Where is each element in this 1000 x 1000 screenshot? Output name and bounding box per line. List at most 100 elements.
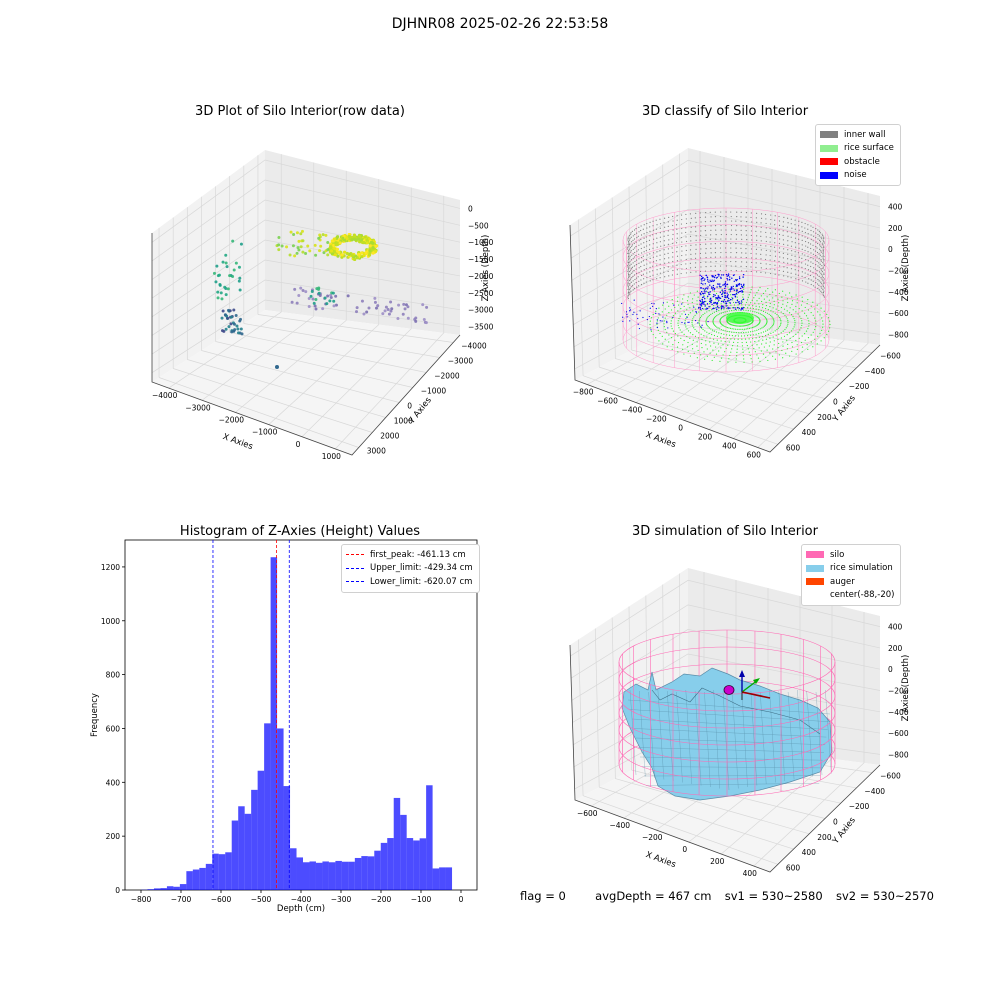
raw-point bbox=[368, 249, 372, 253]
classify-wall-point bbox=[730, 238, 732, 240]
classify-noise-point bbox=[738, 290, 741, 293]
classify-noise-point bbox=[708, 293, 710, 295]
classify-wall-point bbox=[782, 221, 785, 223]
legend-item-noise: noise bbox=[820, 169, 894, 183]
classify-rice-point bbox=[794, 320, 796, 322]
classify-rice-point bbox=[732, 301, 735, 304]
classify-wall-point bbox=[821, 274, 823, 276]
classify-wall-point bbox=[810, 256, 812, 259]
classify-wall-point bbox=[690, 217, 692, 219]
classify-wall-point bbox=[735, 243, 737, 245]
raw-point bbox=[352, 233, 356, 237]
classify-wall-point bbox=[640, 234, 643, 236]
classify-wall-point bbox=[632, 280, 634, 282]
classify-wall-point bbox=[819, 232, 821, 234]
classify-rice-point bbox=[712, 319, 714, 321]
raw-point bbox=[309, 294, 313, 298]
classify-rice-point bbox=[748, 351, 750, 353]
classify-noise-point bbox=[718, 283, 720, 285]
classify-wall-point bbox=[725, 229, 727, 231]
histogram-bar bbox=[426, 785, 433, 890]
classify-wall-point bbox=[823, 272, 825, 274]
classify-wall-point bbox=[823, 282, 825, 285]
legend-swatch bbox=[806, 551, 824, 559]
classify-noise-point bbox=[740, 300, 743, 302]
classify-rice-point bbox=[666, 314, 668, 316]
histogram-bar bbox=[192, 869, 200, 890]
histogram-bar bbox=[354, 857, 362, 890]
classify-rice-point bbox=[792, 328, 794, 330]
classify-rice-point bbox=[788, 355, 791, 357]
classify-noise-point bbox=[701, 277, 704, 280]
classify-rice-point bbox=[677, 351, 679, 353]
histogram-bar bbox=[251, 789, 258, 890]
classify-wall-point bbox=[629, 256, 631, 258]
raw-point bbox=[424, 321, 428, 325]
classify-rice-point bbox=[723, 333, 725, 335]
classify-rice-point bbox=[687, 350, 689, 353]
classify-noise-point bbox=[724, 281, 727, 283]
classify-rice-point bbox=[694, 314, 696, 316]
simulation-mesh-line bbox=[639, 690, 646, 777]
raw-ztick: −2000 bbox=[468, 272, 494, 281]
status-flag: flag = 0 bbox=[520, 889, 566, 903]
classify-wall-point bbox=[820, 286, 822, 288]
classify-rice-point bbox=[766, 296, 768, 298]
raw-grid-z bbox=[151, 299, 461, 373]
classify-wall-point bbox=[656, 269, 658, 271]
classify-rice-point bbox=[711, 312, 714, 314]
classify-wall-point bbox=[714, 243, 716, 245]
classify-noise-point bbox=[718, 296, 720, 298]
simulation-grid-y bbox=[599, 786, 794, 850]
classify-rice-point bbox=[773, 321, 775, 323]
raw-xtick: 0 bbox=[296, 440, 301, 449]
classify-rice-point bbox=[772, 323, 775, 325]
raw-point bbox=[216, 296, 220, 300]
classify-rice-point bbox=[725, 347, 727, 350]
classify-wall-point bbox=[705, 234, 707, 236]
classify-rice-point bbox=[737, 325, 739, 327]
classify-rice-point bbox=[743, 309, 745, 311]
classify-noise-point bbox=[724, 296, 726, 298]
classify-wall-point bbox=[715, 261, 717, 263]
raw-point bbox=[220, 329, 224, 333]
raw-point bbox=[295, 231, 299, 235]
classify-wall-point bbox=[629, 287, 631, 289]
raw-grid-y bbox=[201, 350, 400, 403]
classify-wall-point bbox=[816, 269, 818, 272]
raw-point bbox=[237, 265, 241, 269]
classify-rice-point bbox=[738, 325, 741, 327]
classify-wall-point bbox=[817, 283, 819, 285]
classify-wall-point bbox=[668, 239, 670, 241]
classify-wall-point bbox=[745, 216, 747, 218]
raw-xtick: −4000 bbox=[152, 391, 178, 400]
classify-wall-point bbox=[633, 256, 636, 258]
classify-rice-point bbox=[686, 309, 688, 311]
classify-rice-point bbox=[727, 286, 729, 288]
classify-rice-point bbox=[683, 339, 685, 342]
classify-rice-point bbox=[681, 313, 683, 315]
classify-noise-point bbox=[703, 279, 705, 282]
classify-wall-point bbox=[822, 289, 824, 291]
classify-rice-point bbox=[692, 305, 694, 307]
classify-wall-point bbox=[667, 221, 669, 223]
histogram-bar bbox=[303, 862, 310, 890]
raw-ztick: −1000 bbox=[468, 238, 494, 247]
classify-wall-point bbox=[756, 221, 758, 223]
classify-rice-point bbox=[778, 302, 780, 304]
classify-wall-point bbox=[760, 222, 762, 224]
classify-wall-point bbox=[672, 260, 674, 263]
simulation-xtick: 200 bbox=[710, 857, 725, 866]
classify-rice-point bbox=[768, 313, 770, 315]
classify-rice-point bbox=[652, 313, 654, 316]
classify-rice-point bbox=[734, 335, 737, 337]
classify-rice-point bbox=[743, 286, 745, 288]
classify-wall-point bbox=[795, 273, 797, 275]
classify-wall-point bbox=[725, 215, 727, 218]
classify-rice-point bbox=[726, 334, 728, 336]
classify-wall-point bbox=[765, 227, 767, 229]
classify-rice-point bbox=[773, 300, 775, 302]
classify-noise-point bbox=[731, 297, 734, 300]
classify-rice-point bbox=[765, 323, 767, 325]
